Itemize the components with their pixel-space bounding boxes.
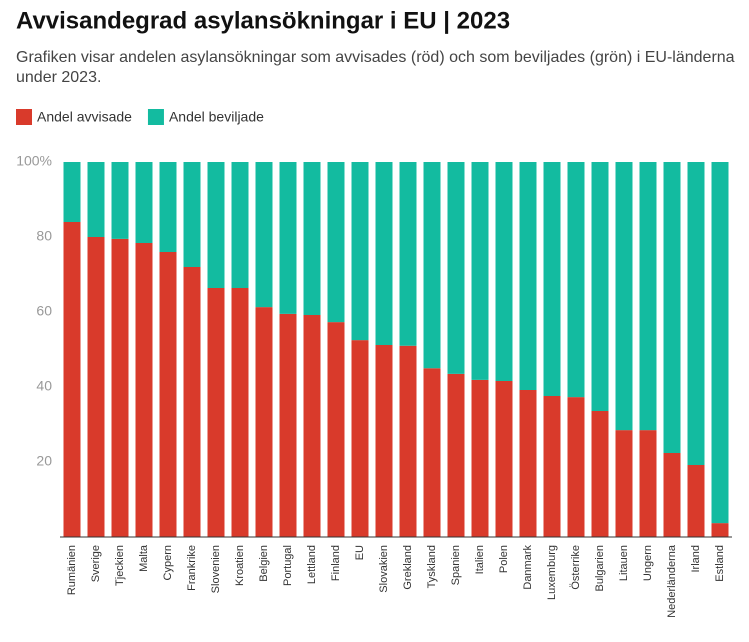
y-tick-label: 20 [36,453,52,469]
bar-segment [63,222,81,537]
x-tick-label: Slovenien [210,545,222,593]
bar-segment [687,162,705,465]
x-tick-label: Tjeckien [114,545,126,586]
y-tick-label: 60 [36,303,52,319]
y-tick-label: 80 [36,228,52,244]
bar-segment [423,368,441,537]
x-tick-label: Bulgarien [594,545,606,591]
x-tick-label: Estland [714,545,726,582]
bar-segment [183,267,201,537]
bar-segment [255,307,273,537]
legend-label: Andel beviljade [169,109,264,125]
x-tick-label: Luxemburg [546,545,558,600]
bar-segment [303,162,321,315]
x-tick-label: Portugal [282,545,294,586]
x-tick-label: Lettland [306,545,318,584]
bar-segment [567,162,585,398]
x-tick-label: Ungern [642,545,654,581]
x-tick-label: Sverige [90,545,102,582]
bar-segment [231,162,249,288]
x-tick-label: Österrike [570,545,582,590]
bar-segment [591,411,609,537]
x-tick-label: Litauen [618,545,630,581]
bar-segment [471,162,489,380]
bar-segment [495,162,513,381]
x-tick-label: Polen [498,545,510,573]
x-tick-label: Nederländerna [666,544,678,618]
bar-segment [495,381,513,537]
bar-segment [159,252,177,537]
bar-segment [471,379,489,537]
bar-segment [519,390,537,537]
x-tick-label: Malta [138,544,150,572]
bar-segment [447,373,465,537]
bar-segment [87,237,105,537]
bar-segment [543,396,561,537]
legend-swatch [16,109,32,125]
bar-segment [639,162,657,431]
x-tick-label: EU [354,545,366,560]
x-tick-label: Rumänien [66,545,78,595]
x-tick-label: Kroatien [234,545,246,586]
bar-segment [687,465,705,537]
bar-segment [711,523,729,537]
x-tick-label: Irland [690,545,702,573]
y-tick-label: 100% [16,153,52,169]
bar-segment [303,315,321,537]
bar-segment [159,162,177,252]
bar-segment [615,162,633,431]
y-tick-label: 40 [36,378,52,394]
bar-segment [63,162,81,222]
bar-segment [207,162,225,288]
x-tick-label: Finland [330,545,342,581]
x-tick-label: Italien [474,545,486,574]
chart-subtitle: Grafiken visar andelen asylansökningar s… [16,49,735,86]
bar-segment [447,162,465,374]
bar-segment [279,313,297,537]
x-tick-label: Belgien [258,545,270,582]
bar-segment [591,162,609,411]
legend-swatch [147,109,164,125]
x-tick-label: Grekland [402,545,414,590]
bar-segment [663,453,681,537]
x-tick-label: Spanien [450,545,462,585]
bar-segment [351,162,369,341]
bar-segment [231,288,249,537]
bar-segment [615,430,633,537]
bar-segment [375,162,393,345]
bar-segment [639,430,657,537]
x-tick-label: Cypern [162,545,174,580]
bar-segment [87,162,105,237]
x-tick-label: Tyskland [426,545,438,588]
bar-segment [255,162,273,308]
bar-segment [543,162,561,396]
bar-segment [711,162,729,524]
x-tick-label: Slovakien [378,545,390,593]
bar-segment [519,162,537,390]
bar-segment [111,162,129,239]
x-tick-label: Danmark [522,545,534,590]
chart-title: Avvisandegrad asylansökningar i EU | 202… [16,7,510,34]
bar-segment [399,345,417,537]
bar-segment [135,243,153,537]
bar-segment [423,162,441,369]
bar-segment [327,162,345,323]
bar-segment [567,397,585,537]
bar-segment [111,238,129,537]
bar-segment [279,162,297,314]
bar-segment [207,288,225,537]
bar-segment [183,162,201,267]
bar-segment [135,162,153,243]
subtitle-box: Grafiken visar andelen asylansökningar s… [16,49,735,86]
bar-segment [327,322,345,537]
bar-segment [375,345,393,537]
bar-segment [399,162,417,346]
x-tick-label: Frankrike [186,545,198,591]
legend-label: Andel avvisade [37,109,132,125]
bar-segment [663,162,681,453]
bar-segment [351,340,369,537]
